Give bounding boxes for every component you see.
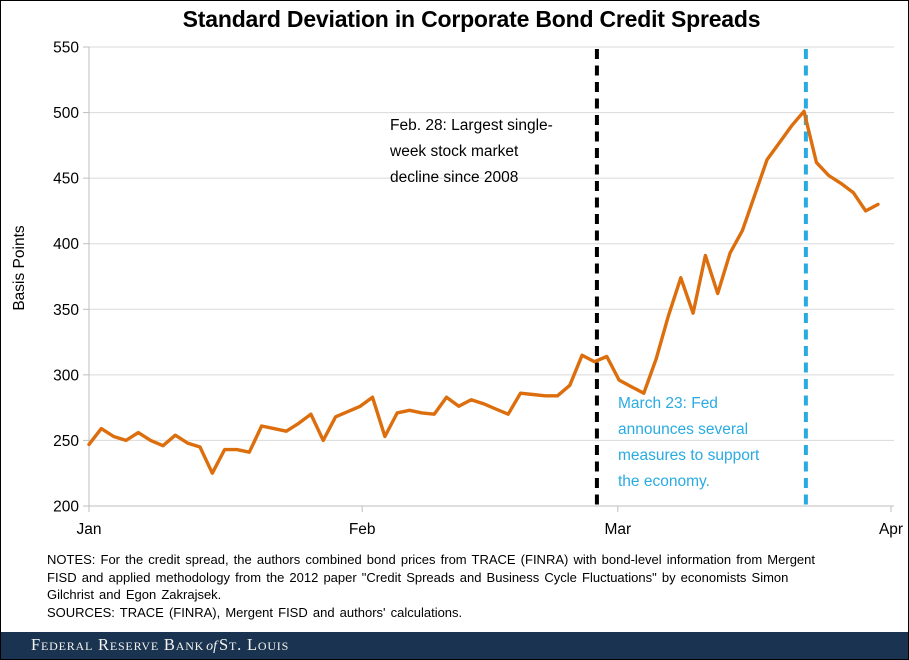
footer-city: St. Louis — [219, 635, 290, 654]
x-tick-label-mar: Mar — [604, 521, 631, 538]
y-tick-label: 350 — [53, 302, 79, 319]
annotation-feb28: Feb. 28: Largest single- week stock mark… — [390, 117, 553, 186]
footer-of: of — [206, 639, 218, 654]
footer-bar: Federal Reserve Bank of St. Louis — [1, 632, 908, 659]
annotation-mar23: March 23: Fed announces several measures… — [618, 395, 760, 490]
x-tick-label-apr: Apr — [879, 521, 903, 538]
y-tick-label: 550 — [53, 40, 79, 57]
y-tick-label: 300 — [53, 367, 79, 384]
series-credit-spread-standard-deviation — [87, 109, 880, 475]
y-tick-label: 400 — [53, 236, 79, 253]
chart-title: Standard Deviation in Corporate Bond Cre… — [182, 6, 761, 32]
y-tick-label: 500 — [53, 105, 79, 122]
notes-text: NOTES: For the credit spread, the author… — [47, 552, 815, 620]
footer-bank-name: Federal Reserve Bank — [31, 635, 205, 654]
y-tick-label: 200 — [53, 499, 79, 516]
y-tick-label: 250 — [53, 433, 79, 450]
x-tick-label-jan: Jan — [77, 521, 102, 538]
x-tick-label-feb: Feb — [349, 521, 376, 538]
y-tick-label: 450 — [53, 171, 79, 188]
line-chart: 200 250 300 350 400 450 500 550 Jan Feb Mar Apr — [53, 40, 903, 539]
